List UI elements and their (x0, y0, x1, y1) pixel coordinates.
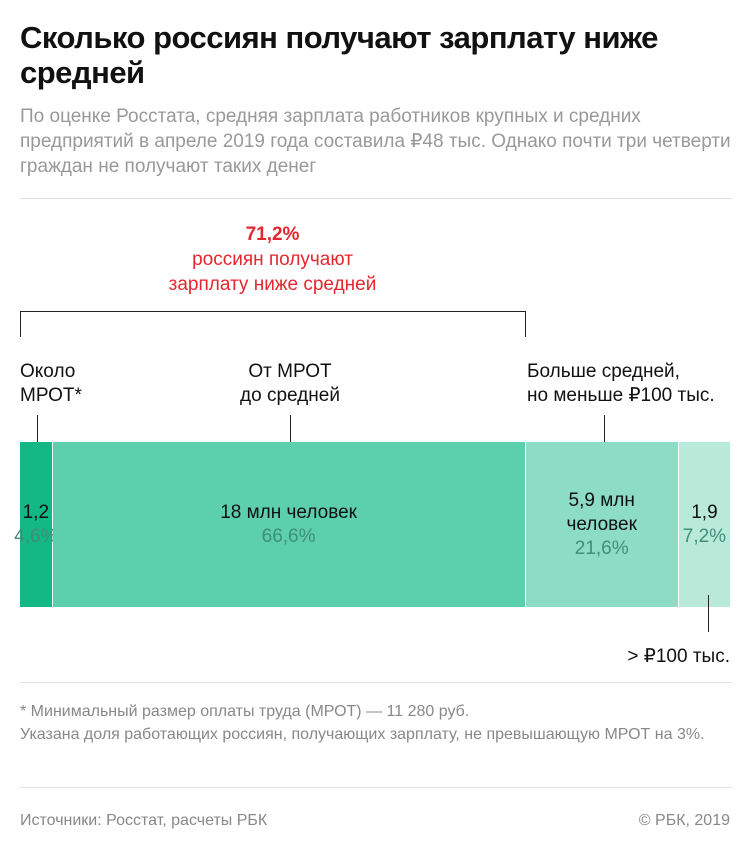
footnote: * Минимальный размер оплаты труда (МРОТ)… (20, 700, 735, 746)
leader-line (604, 415, 605, 455)
value-label: 1,9 (691, 501, 718, 523)
highlight-value: 71,2% (245, 224, 300, 245)
chart-title: Сколько россиян получают зарплату ниже с… (20, 20, 658, 90)
value-label: 5,9 млн (568, 489, 635, 511)
value-label: 1,2 (22, 501, 50, 523)
segment-label-line: От МРОТ (248, 361, 332, 382)
footnote-line: Указана доля работающих россиян, получаю… (20, 726, 705, 743)
leader-line (37, 415, 38, 455)
chart-subtitle: По оценке Росстата, средняя зарплата раб… (20, 106, 731, 177)
source: Источники: Росстат, расчеты РБК (20, 812, 268, 829)
percent-label: 4,6% (14, 525, 58, 547)
highlight-annotation: 71,2% россиян получают зарплату ниже сре… (20, 222, 525, 297)
bar-segment: 1,2 4,6% (14, 442, 57, 607)
value-label: человек (566, 513, 637, 535)
percent-label: 21,6% (574, 537, 629, 559)
segment-label-line: Около (20, 361, 76, 382)
bracket (20, 311, 526, 312)
segment-label: Больше средней, но меньше ₽100 тыс. (527, 360, 715, 408)
bar-segment: 5,9 млн человек 21,6% (525, 442, 678, 607)
copyright: © РБК, 2019 (638, 812, 730, 829)
footnote-line: * Минимальный размер оплаты труда (МРОТ)… (20, 703, 470, 720)
segment-label: > ₽100 тыс. (627, 646, 730, 667)
divider (20, 787, 732, 788)
percent-label: 7,2% (682, 525, 727, 547)
segment-label: Около МРОТ* (20, 360, 82, 408)
highlight-line: зарплату ниже средней (168, 274, 377, 295)
highlight-line: россиян получают (192, 249, 353, 270)
segment-label: От МРОТ до средней (190, 360, 390, 408)
divider (20, 682, 732, 683)
value-label: 18 млн человек (220, 501, 357, 523)
divider (20, 198, 732, 199)
bar-segment: 18 млн человек 66,6% (52, 442, 525, 607)
leader-line (290, 415, 291, 455)
segment-label-line: до средней (240, 385, 340, 406)
segment-label-line: Больше средней, (527, 361, 680, 382)
segment-label-line: МРОТ* (20, 385, 82, 406)
segment-label-line: но меньше ₽100 тыс. (527, 385, 715, 406)
bracket-tick (20, 311, 21, 337)
bracket-tick (525, 311, 526, 337)
bar-segment: 1,9 7,2% (678, 442, 730, 607)
percent-label: 66,6% (261, 525, 316, 547)
leader-line (708, 595, 709, 632)
